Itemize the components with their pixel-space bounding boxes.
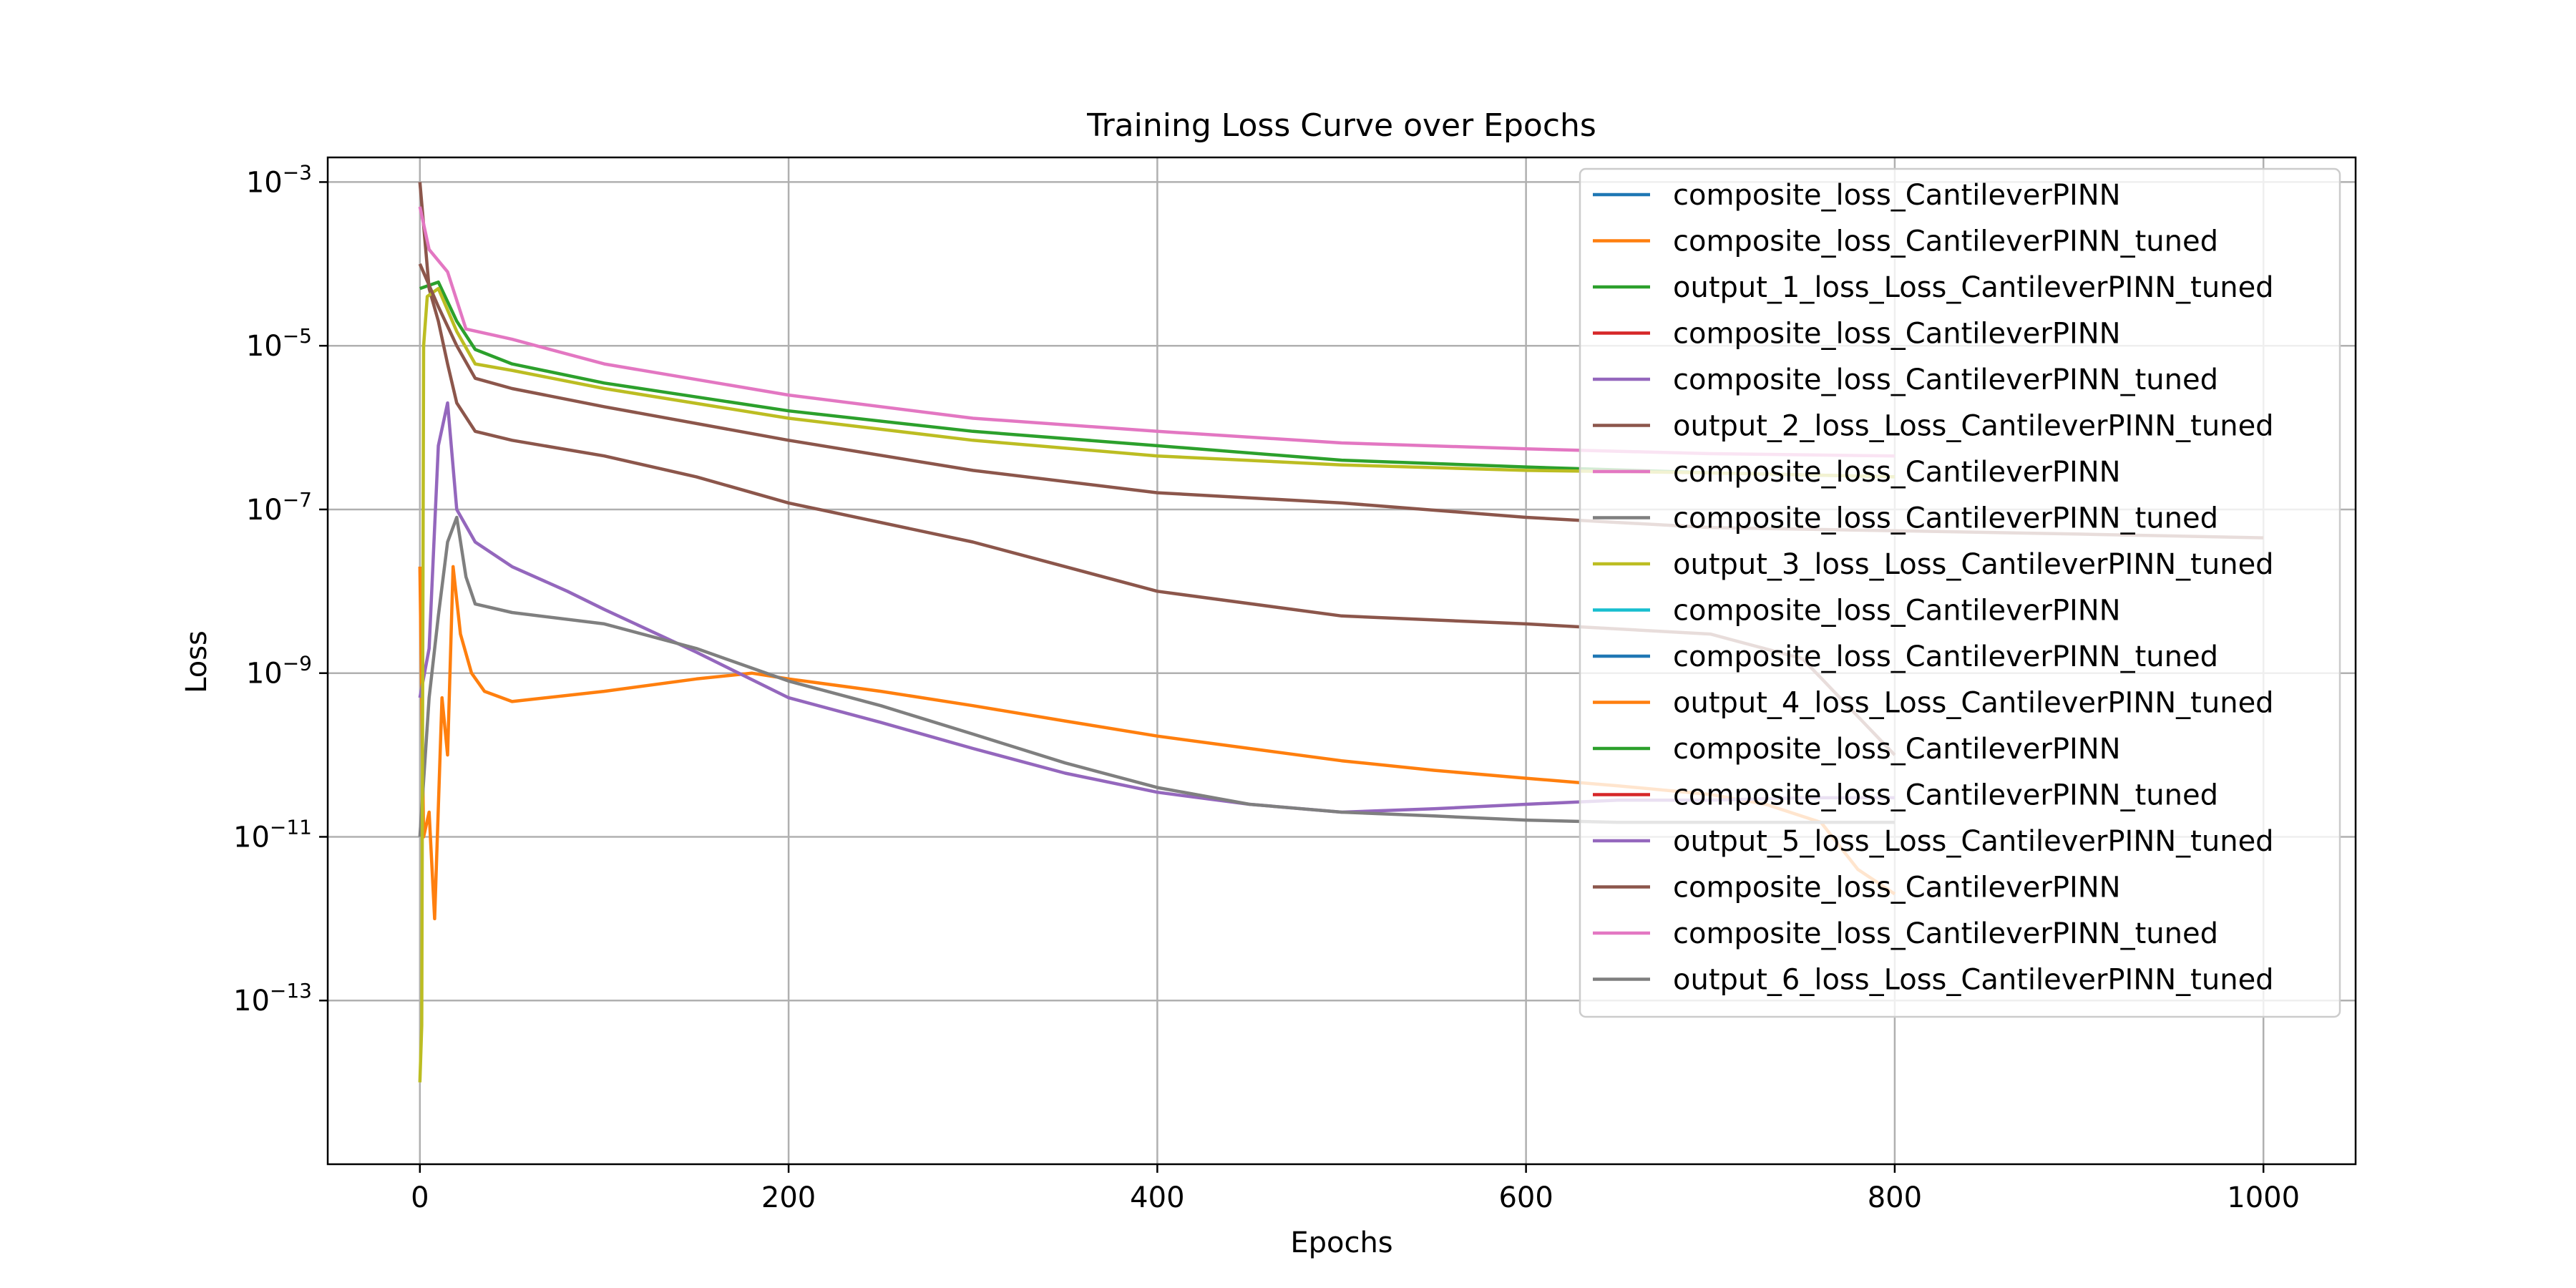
x-tick-label: 400 bbox=[1130, 1181, 1184, 1214]
x-tick-label: 1000 bbox=[2227, 1181, 2300, 1214]
series-line bbox=[418, 206, 1895, 458]
legend-label: composite_loss_CantileverPINN bbox=[1673, 456, 2121, 489]
legend-label: output_6_loss_Loss_CantileverPINN_tuned bbox=[1673, 964, 2274, 997]
y-tick-label: 10−13 bbox=[233, 979, 312, 1018]
legend-label: composite_loss_CantileverPINN_tuned bbox=[1673, 779, 2218, 812]
legend-label: output_1_loss_Loss_CantileverPINN_tuned bbox=[1673, 271, 2274, 304]
legend-label: output_5_loss_Loss_CantileverPINN_tuned bbox=[1673, 825, 2274, 858]
y-tick-label: 10−9 bbox=[246, 652, 312, 691]
x-tick-label: 0 bbox=[411, 1181, 429, 1214]
legend-label: output_3_loss_Loss_CantileverPINN_tuned bbox=[1673, 548, 2274, 581]
legend-label: output_4_loss_Loss_CantileverPINN_tuned bbox=[1673, 687, 2274, 720]
legend-label: output_2_loss_Loss_CantileverPINN_tuned bbox=[1673, 410, 2274, 443]
legend-label: composite_loss_CantileverPINN bbox=[1673, 595, 2121, 628]
series-line bbox=[418, 401, 1895, 814]
chart-title: Training Loss Curve over Epochs bbox=[1086, 107, 1596, 144]
x-tick-label: 800 bbox=[1868, 1181, 1922, 1214]
series-line bbox=[418, 515, 1895, 837]
x-axis-ticks: 0 200 400 600 800 1000 bbox=[411, 1164, 2300, 1214]
legend-label: composite_loss_CantileverPINN_tuned bbox=[1673, 917, 2218, 950]
legend-label: composite_loss_CantileverPINN bbox=[1673, 872, 2121, 904]
legend: composite_loss_CantileverPINN composite_l… bbox=[1579, 167, 2341, 1018]
legend-label: composite_loss_CantileverPINN bbox=[1673, 318, 2121, 351]
y-axis-ticks: 10−13 10−11 10−9 10−7 10−5 10−3 bbox=[233, 160, 328, 1018]
legend-label: composite_loss_CantileverPINN_tuned bbox=[1673, 225, 2218, 258]
y-tick-label: 10−11 bbox=[233, 815, 312, 854]
series-line bbox=[419, 280, 1895, 479]
axes-frame bbox=[326, 156, 2357, 1166]
legend-label: composite_loss_CantileverPINN_tuned bbox=[1673, 502, 2218, 535]
series-line bbox=[418, 286, 1895, 1083]
y-tick-label: 10−7 bbox=[246, 488, 312, 527]
legend-label: composite_loss_CantileverPINN_tuned bbox=[1673, 364, 2218, 396]
legend-label: composite_loss_CantileverPINN bbox=[1673, 179, 2121, 212]
legend-label: composite_loss_CantileverPINN bbox=[1673, 733, 2121, 766]
legend-label: composite_loss_CantileverPINN_tuned bbox=[1673, 640, 2218, 673]
y-tick-label: 10−3 bbox=[246, 160, 312, 199]
y-tick-label: 10−5 bbox=[246, 324, 312, 363]
y-axis-label: Loss bbox=[180, 630, 213, 693]
x-tick-label: 200 bbox=[761, 1181, 816, 1214]
x-tick-label: 600 bbox=[1498, 1181, 1553, 1214]
x-axis-label: Epochs bbox=[1290, 1226, 1392, 1259]
legend-frame bbox=[1579, 167, 2341, 1018]
